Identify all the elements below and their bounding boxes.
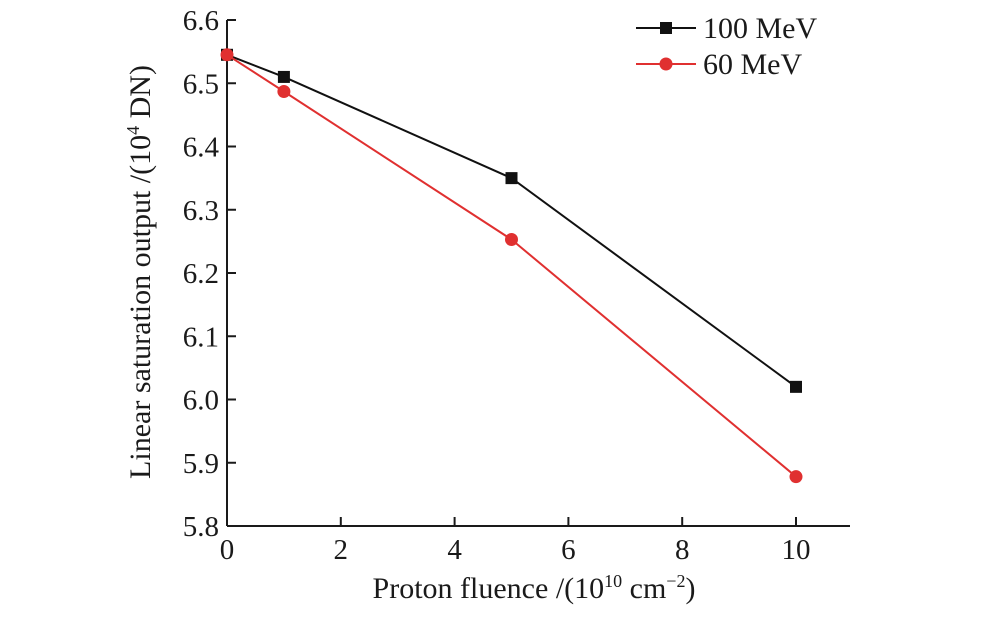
axes: 0 2 4 6 8 10 5.8 5.9 6.0 6.1 6.2 6.3 6.4 6.5 6.6	[183, 5, 850, 566]
data-point	[505, 232, 518, 246]
data-point	[277, 84, 291, 98]
legend-marker	[660, 22, 672, 34]
data-point	[277, 70, 290, 83]
series-layer	[220, 48, 803, 484]
y-tick-label: 5.9	[183, 448, 219, 480]
x-tick-label: 4	[447, 534, 462, 566]
x-tick-label: 8	[675, 534, 690, 566]
y-tick-label: 6.6	[183, 5, 219, 37]
legend-item: 100 MeV	[636, 12, 817, 45]
series-60mev	[220, 48, 803, 484]
y-tick-label: 6.3	[183, 195, 219, 227]
x-tick-label: 6	[561, 534, 576, 566]
data-point	[789, 470, 803, 484]
legend-item: 60 MeV	[636, 48, 802, 81]
series-100mev	[221, 48, 802, 393]
legend-label: 60 MeV	[703, 48, 802, 81]
data-point	[790, 380, 802, 393]
series-line	[226, 53, 797, 478]
series-line	[226, 53, 797, 388]
legend-marker	[659, 57, 673, 71]
y-tick-label: 6.2	[183, 258, 219, 290]
y-tick-label: 6.0	[183, 385, 219, 417]
y-tick-label: 6.5	[183, 68, 219, 100]
x-tick-label: 10	[782, 534, 811, 566]
data-point	[220, 48, 234, 62]
y-axis-title: Linear saturation output /(104 DN)	[123, 65, 157, 479]
x-tick-label: 2	[334, 534, 349, 566]
y-tick-label: 6.1	[183, 321, 219, 353]
y-tick-label: 5.8	[183, 511, 219, 543]
legend-label: 100 MeV	[703, 12, 817, 45]
data-point	[505, 172, 518, 185]
x-axis-title: Proton fluence /(1010 cm−2)	[373, 571, 696, 605]
x-tick-label: 0	[220, 534, 235, 566]
y-tick-label: 6.4	[183, 132, 220, 164]
